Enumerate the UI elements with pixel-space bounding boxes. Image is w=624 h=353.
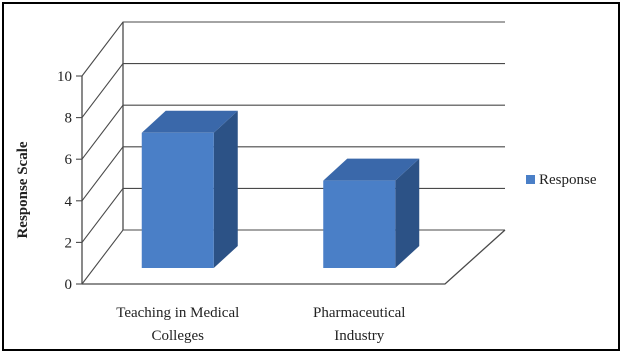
y-tick-labels: 0 2 4 6 8 10 bbox=[57, 69, 73, 293]
legend-swatch bbox=[526, 175, 535, 184]
bar-side bbox=[395, 158, 420, 268]
bars bbox=[141, 110, 420, 268]
y-axis-label: Response Scale bbox=[15, 141, 31, 238]
y-tick-label: 10 bbox=[57, 69, 72, 85]
bar-top bbox=[323, 158, 420, 181]
gridline bbox=[81, 21, 505, 77]
legend-label: Response bbox=[539, 172, 597, 188]
y-tick-label: 4 bbox=[65, 194, 73, 210]
floor-front-edge bbox=[82, 229, 506, 285]
gridline bbox=[81, 104, 505, 160]
gridlines bbox=[76, 21, 505, 285]
legend: Response bbox=[526, 172, 597, 188]
y-tick-label: 8 bbox=[65, 111, 73, 127]
gridline bbox=[81, 63, 505, 118]
chart-walls bbox=[81, 22, 506, 285]
bar bbox=[323, 158, 420, 268]
x-tick-labels: Teaching in Medical Colleges Pharmaceutica… bbox=[116, 305, 405, 344]
bar-top bbox=[141, 110, 238, 133]
bar-front bbox=[323, 180, 396, 268]
y-tick-label: 0 bbox=[65, 277, 73, 293]
x-tick-label: Teaching in Medical Colleges bbox=[116, 305, 239, 344]
x-tick-label: Pharmaceutical Industry bbox=[313, 305, 405, 344]
chart-frame bbox=[2, 2, 620, 351]
bar bbox=[141, 110, 238, 268]
bar-front bbox=[141, 132, 214, 268]
gridline bbox=[81, 146, 505, 202]
y-tick-label: 6 bbox=[65, 152, 73, 168]
bar-side bbox=[213, 110, 238, 268]
y-tick-label: 2 bbox=[65, 235, 73, 251]
